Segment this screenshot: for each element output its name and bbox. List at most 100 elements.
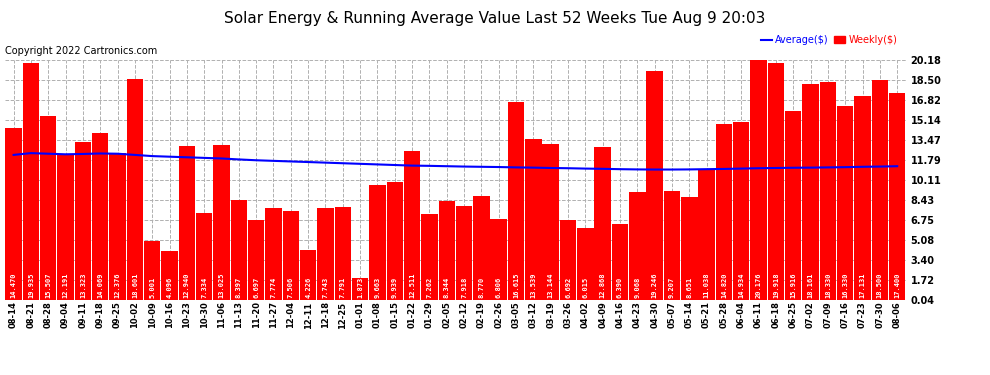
Text: 12.376: 12.376: [115, 273, 121, 298]
Text: 13.144: 13.144: [547, 273, 553, 298]
Bar: [629, 192, 645, 300]
Bar: [612, 224, 629, 300]
Bar: [543, 144, 559, 300]
Text: Copyright 2022 Cartronics.com: Copyright 2022 Cartronics.com: [5, 46, 157, 56]
Text: 8.651: 8.651: [686, 277, 692, 298]
Bar: [23, 63, 40, 300]
Text: 12.191: 12.191: [62, 273, 68, 298]
Text: 11.038: 11.038: [704, 273, 710, 298]
Text: 7.918: 7.918: [461, 277, 467, 298]
Text: 13.323: 13.323: [80, 273, 86, 298]
Bar: [213, 145, 230, 300]
Bar: [525, 139, 542, 300]
Text: 9.939: 9.939: [392, 277, 398, 298]
Text: 4.226: 4.226: [305, 277, 311, 298]
Text: 7.774: 7.774: [270, 277, 276, 298]
Text: 7.743: 7.743: [323, 277, 329, 298]
Text: 19.935: 19.935: [28, 273, 34, 298]
Bar: [5, 128, 22, 300]
Bar: [820, 82, 837, 300]
Text: 8.397: 8.397: [236, 277, 242, 298]
Text: 7.262: 7.262: [427, 277, 433, 298]
Text: 6.692: 6.692: [565, 277, 571, 298]
Text: 14.470: 14.470: [11, 273, 17, 298]
Text: 13.539: 13.539: [531, 273, 537, 298]
Text: 12.868: 12.868: [600, 273, 606, 298]
Bar: [733, 122, 749, 300]
Bar: [559, 220, 576, 300]
Bar: [369, 185, 386, 300]
Text: 6.015: 6.015: [582, 277, 588, 298]
Text: Solar Energy & Running Average Value Last 52 Weeks Tue Aug 9 20:03: Solar Energy & Running Average Value Las…: [225, 11, 765, 26]
Text: 20.176: 20.176: [755, 273, 761, 298]
Text: 16.330: 16.330: [842, 273, 848, 298]
Text: 19.918: 19.918: [773, 273, 779, 298]
Bar: [109, 153, 126, 300]
Bar: [594, 147, 611, 300]
Text: 1.873: 1.873: [357, 277, 363, 298]
Legend: Average($), Weekly($): Average($), Weekly($): [756, 31, 901, 49]
Text: 18.601: 18.601: [132, 273, 138, 298]
Bar: [404, 151, 421, 300]
Text: 16.615: 16.615: [513, 273, 519, 298]
Text: 4.096: 4.096: [166, 277, 172, 298]
Bar: [490, 219, 507, 300]
Text: 14.069: 14.069: [97, 273, 103, 298]
Bar: [144, 240, 160, 300]
Text: 7.334: 7.334: [201, 277, 207, 298]
Bar: [178, 146, 195, 300]
Text: 18.330: 18.330: [825, 273, 831, 298]
Bar: [716, 124, 733, 300]
Bar: [785, 111, 802, 300]
Bar: [92, 133, 109, 300]
Bar: [455, 206, 472, 300]
Text: 18.500: 18.500: [877, 273, 883, 298]
Bar: [663, 190, 680, 300]
Text: 6.390: 6.390: [617, 277, 623, 298]
Text: 17.400: 17.400: [894, 273, 900, 298]
Bar: [646, 71, 663, 300]
Text: 17.131: 17.131: [859, 273, 865, 298]
Text: 19.246: 19.246: [651, 273, 657, 298]
Bar: [40, 116, 56, 300]
Text: 15.916: 15.916: [790, 273, 796, 298]
Bar: [871, 80, 888, 300]
Text: 12.511: 12.511: [409, 273, 415, 298]
Bar: [248, 220, 264, 300]
Text: 8.770: 8.770: [478, 277, 484, 298]
Bar: [577, 228, 594, 300]
Bar: [473, 196, 490, 300]
Text: 7.791: 7.791: [340, 277, 346, 298]
Bar: [889, 93, 906, 300]
Text: 14.820: 14.820: [721, 273, 727, 298]
Text: 9.068: 9.068: [635, 277, 641, 298]
Text: 14.934: 14.934: [739, 273, 744, 298]
Bar: [421, 214, 438, 300]
Text: 5.001: 5.001: [149, 277, 155, 298]
Bar: [351, 278, 368, 300]
Bar: [439, 201, 455, 300]
Bar: [802, 84, 819, 300]
Text: 9.207: 9.207: [669, 277, 675, 298]
Text: 6.806: 6.806: [496, 277, 502, 298]
Bar: [681, 197, 698, 300]
Bar: [698, 169, 715, 300]
Text: 6.697: 6.697: [253, 277, 259, 298]
Bar: [317, 208, 334, 300]
Bar: [74, 141, 91, 300]
Text: 13.025: 13.025: [219, 273, 225, 298]
Text: 15.507: 15.507: [46, 273, 51, 298]
Text: 18.161: 18.161: [808, 273, 814, 298]
Bar: [300, 250, 317, 300]
Bar: [854, 96, 871, 300]
Bar: [265, 207, 282, 300]
Bar: [231, 200, 248, 300]
Text: 12.940: 12.940: [184, 273, 190, 298]
Bar: [196, 213, 213, 300]
Bar: [386, 182, 403, 300]
Text: 9.663: 9.663: [374, 277, 380, 298]
Bar: [127, 79, 144, 300]
Bar: [837, 106, 853, 300]
Bar: [767, 63, 784, 300]
Bar: [57, 155, 74, 300]
